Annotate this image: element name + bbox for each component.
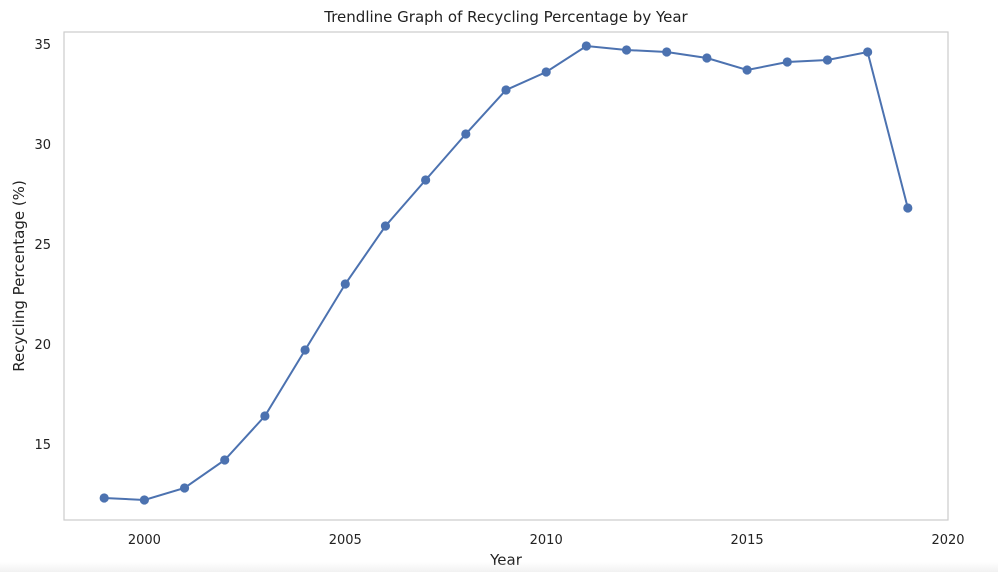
data-point [621, 45, 632, 55]
data-point [742, 65, 752, 75]
x-tick-label: 2015 [731, 533, 764, 548]
data-point [541, 67, 551, 77]
data-point [340, 279, 350, 289]
x-tick-label: 2020 [931, 533, 964, 548]
x-tick-label: 2010 [530, 533, 563, 548]
y-axis-ticks: 15 20 25 30 35 [34, 38, 51, 453]
data-point [903, 203, 913, 213]
data-point [99, 493, 109, 503]
bottom-edge-shade [0, 562, 998, 572]
data-point [179, 483, 190, 493]
data-point [220, 455, 230, 465]
data-point [702, 53, 712, 63]
x-tick-label: 2005 [329, 533, 362, 548]
data-point [139, 495, 149, 505]
data-point [782, 57, 792, 67]
data-point [662, 47, 672, 57]
data-point [461, 129, 471, 139]
data-point [863, 47, 873, 57]
plot-area-frame [63, 31, 949, 521]
data-point [421, 175, 431, 185]
y-tick-label: 15 [34, 438, 51, 453]
y-tick-label: 25 [34, 238, 51, 253]
y-tick-label: 35 [34, 38, 51, 53]
y-tick-label: 20 [34, 338, 51, 353]
chart-title: Trendline Graph of Recycling Percentage … [323, 8, 688, 26]
series-line [104, 44, 909, 502]
x-tick-label: 2000 [128, 533, 161, 548]
data-point [260, 411, 270, 421]
data-point [822, 55, 833, 65]
data-point [380, 221, 391, 231]
x-axis-ticks: 2000 2005 2010 2015 2020 [128, 533, 965, 548]
series-markers [99, 41, 913, 505]
data-point [300, 345, 310, 355]
data-point [581, 41, 591, 51]
data-point [501, 85, 511, 95]
y-tick-label: 30 [34, 138, 51, 153]
y-axis-label: Recycling Percentage (%) [10, 180, 28, 372]
